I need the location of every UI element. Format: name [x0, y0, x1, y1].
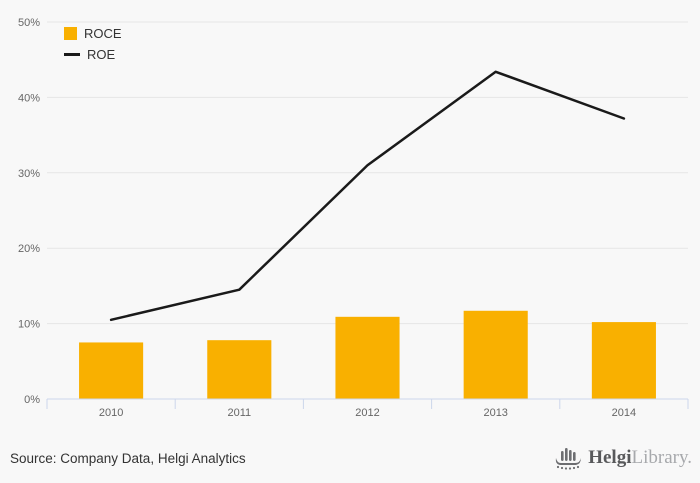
chart-plot-area: 0% 10% 20% 30% 40% 50% 2010 2011 2012 2013 2014: [18, 17, 689, 419]
y-axis-label: 10%: [18, 319, 40, 331]
y-axis-label: 0%: [24, 394, 40, 406]
logo-text-helgi: Helgi: [588, 447, 632, 468]
legend-label-roce: ROCE: [84, 26, 122, 41]
roe-line[interactable]: [109, 70, 626, 322]
logo-wordmark: HelgiLibrary.: [588, 447, 692, 469]
roce-bar-2011[interactable]: [207, 340, 272, 399]
x-axis-label: 2012: [355, 407, 379, 419]
source-text: Source: Company Data, Helgi Analytics: [10, 451, 246, 466]
y-axis-label: 50%: [18, 17, 40, 29]
x-axis-label: 2011: [227, 407, 251, 419]
y-axis-label: 20%: [18, 243, 40, 255]
legend-item-roce[interactable]: ROCE: [64, 26, 122, 41]
roce-bar-2013[interactable]: [463, 310, 528, 399]
roce-swatch-icon: [64, 27, 77, 40]
roe-swatch-icon: [64, 53, 80, 56]
legend-label-roe: ROE: [87, 47, 116, 62]
legend-item-roe[interactable]: ROE: [64, 47, 122, 62]
y-axis-label: 40%: [18, 92, 40, 104]
legend: ROCE ROE: [64, 26, 122, 62]
x-axis-label: 2014: [612, 407, 636, 419]
roce-bar-2012[interactable]: [335, 316, 400, 399]
x-axis-label: 2010: [99, 407, 123, 419]
x-axis-label: 2013: [483, 407, 507, 419]
logo-text-library: Library.: [631, 447, 693, 468]
y-axis-label: 30%: [18, 168, 40, 180]
viking-ship-icon: [556, 448, 582, 470]
roce-bar-2010[interactable]: [79, 342, 144, 399]
helgi-library-logo: HelgiLibrary.: [553, 444, 692, 472]
roce-bar-2014[interactable]: [591, 322, 656, 399]
